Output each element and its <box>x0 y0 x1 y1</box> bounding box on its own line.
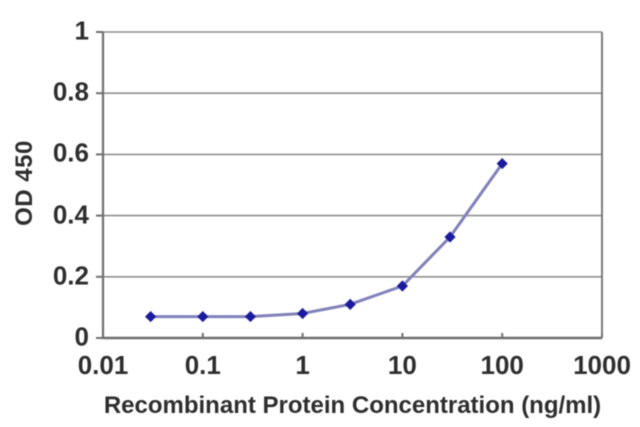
data-point-marker <box>344 298 356 310</box>
y-tick-label: 0.8 <box>52 76 89 107</box>
x-tick-label: 100 <box>480 350 524 380</box>
x-tick-label: 0.01 <box>77 350 129 380</box>
data-point-marker <box>496 157 508 170</box>
data-point-marker <box>396 280 408 292</box>
y-tick-label: 0.4 <box>52 198 89 229</box>
data-point-marker <box>297 307 309 320</box>
data-point-marker <box>197 310 209 323</box>
y-axis-title: OD 450 <box>11 140 38 226</box>
x-tick-label: 1000 <box>573 350 631 380</box>
y-tick-label: 0.2 <box>52 260 89 291</box>
x-axis-title: Recombinant Protein Concentration (ng/ml… <box>103 392 602 419</box>
y-tick-label: 0.6 <box>52 137 89 168</box>
x-tick-label: 10 <box>387 350 417 380</box>
x-tick-label: 0.1 <box>184 350 221 380</box>
curve-line <box>150 162 504 319</box>
x-tick-label: 1 <box>295 350 310 380</box>
data-point-marker <box>444 231 456 243</box>
y-tick-label: 1 <box>74 15 89 46</box>
data-point-marker <box>145 310 157 323</box>
data-point-marker <box>244 310 257 323</box>
y-tick-label: 0 <box>74 321 89 352</box>
